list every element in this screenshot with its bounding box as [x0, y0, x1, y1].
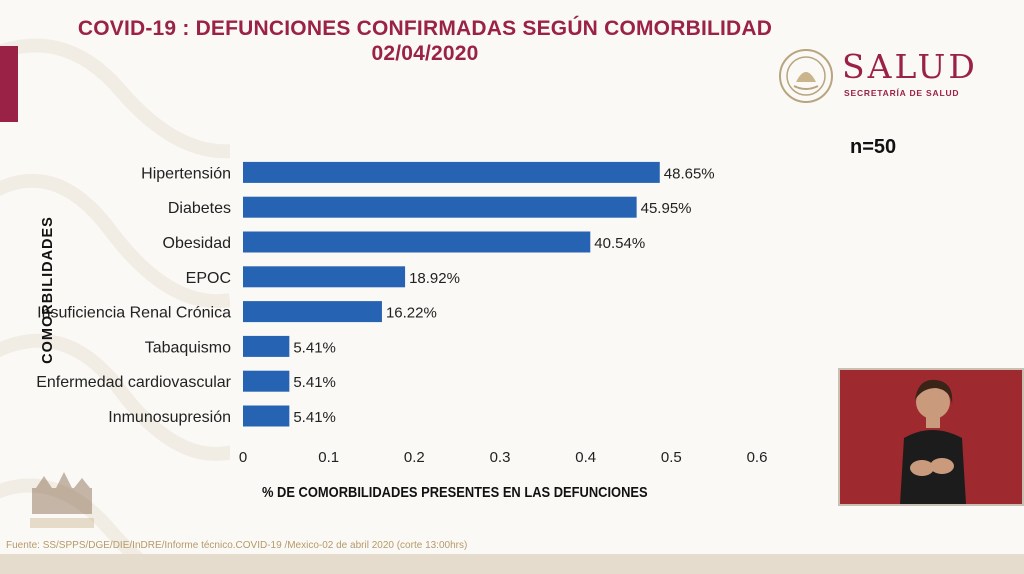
left-accent-bar [0, 46, 18, 122]
x-tick-label: 0 [239, 449, 247, 466]
data-label: 5.41% [293, 409, 336, 426]
background-pattern [0, 38, 230, 574]
category-label: Enfermedad cardiovascular [36, 374, 231, 391]
salud-logo: SALUD SECRETARÍA DE SALUD [778, 44, 988, 106]
bar [243, 370, 290, 392]
sample-size: n=50 [850, 136, 897, 158]
category-label: Inmunosupresión [108, 409, 231, 426]
data-label: 40.54% [594, 235, 645, 252]
x-tick-label: 0.3 [490, 449, 511, 466]
category-label: Hipertensión [141, 165, 231, 182]
category-label: Tabaquismo [145, 339, 231, 356]
logo-subtitle: SECRETARÍA DE SALUD [844, 88, 960, 98]
x-tick-label: 0.2 [404, 449, 425, 466]
category-label: EPOC [186, 270, 231, 287]
y-axis-label: COMORBILIDADES [40, 216, 56, 364]
bar [243, 161, 660, 183]
data-label: 45.95% [641, 200, 692, 217]
data-label: 16.22% [386, 305, 437, 322]
interpreter-figure-icon [840, 370, 1022, 504]
category-label: Diabetes [168, 200, 231, 217]
data-label: 5.41% [293, 374, 336, 391]
x-tick-label: 0.1 [318, 449, 339, 466]
bar [243, 405, 290, 427]
category-label: Obesidad [163, 235, 232, 252]
title-line-1: COVID-19 : DEFUNCIONES CONFIRMADAS SEGÚN… [77, 17, 773, 40]
x-tick-label: 0.6 [747, 449, 768, 466]
data-label: 18.92% [409, 270, 460, 287]
sign-language-interpreter [838, 368, 1024, 506]
footer-band [0, 554, 1024, 574]
data-label: 48.65% [664, 165, 715, 182]
bar [243, 196, 637, 218]
category-label: Insuficiencia Renal Crónica [37, 305, 231, 322]
chart-title: COVID-19 : DEFUNCIONES CONFIRMADAS SEGÚN… [40, 16, 810, 66]
bar [243, 231, 591, 253]
seal-icon [779, 49, 833, 103]
x-tick-label: 0.5 [661, 449, 682, 466]
logo-word: SALUD [842, 47, 978, 86]
x-tick-label: 0.4 [575, 449, 596, 466]
bar [243, 266, 406, 288]
x-axis-label: % DE COMORBILIDADES PRESENTES EN LAS DEF… [262, 484, 648, 501]
source-note: Fuente: SS/SPPS/DGE/DIE/InDRE/Informe té… [6, 540, 468, 551]
footer-emblem-icon [30, 472, 94, 528]
bar [243, 301, 382, 323]
data-label: 5.41% [293, 339, 336, 356]
bar [243, 335, 290, 357]
title-line-2: 02/04/2020 [371, 42, 479, 65]
